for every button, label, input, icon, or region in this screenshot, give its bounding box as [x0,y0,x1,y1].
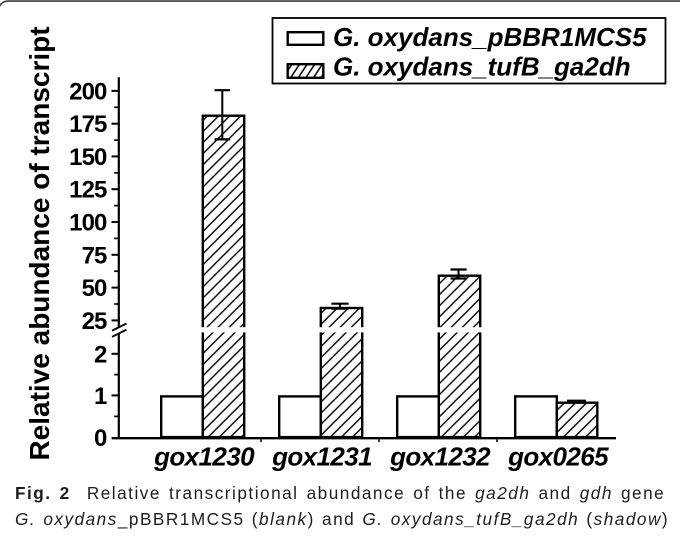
svg-text:100: 100 [69,210,107,237]
svg-text:gox1232: gox1232 [389,442,491,472]
svg-text:75: 75 [82,242,107,269]
svg-text:175: 175 [69,111,107,138]
svg-text:G. oxydans_tufB_ga2dh: G. oxydans_tufB_ga2dh [333,52,631,82]
svg-text:gox1231: gox1231 [271,442,372,472]
svg-text:gox1230: gox1230 [153,442,255,472]
svg-text:150: 150 [69,144,107,171]
svg-text:gox0265: gox0265 [507,442,609,472]
svg-text:G. oxydans_pBBR1MCS5: G. oxydans_pBBR1MCS5 [333,22,647,52]
svg-text:1: 1 [94,383,107,410]
svg-text:200: 200 [69,78,107,105]
svg-text:2: 2 [94,341,107,368]
svg-text:50: 50 [82,275,107,302]
svg-text:125: 125 [69,177,107,204]
svg-text:Relative abundance of transcri: Relative abundance of transcript [24,26,55,460]
svg-text:0: 0 [94,425,107,452]
svg-text:25: 25 [82,308,107,335]
